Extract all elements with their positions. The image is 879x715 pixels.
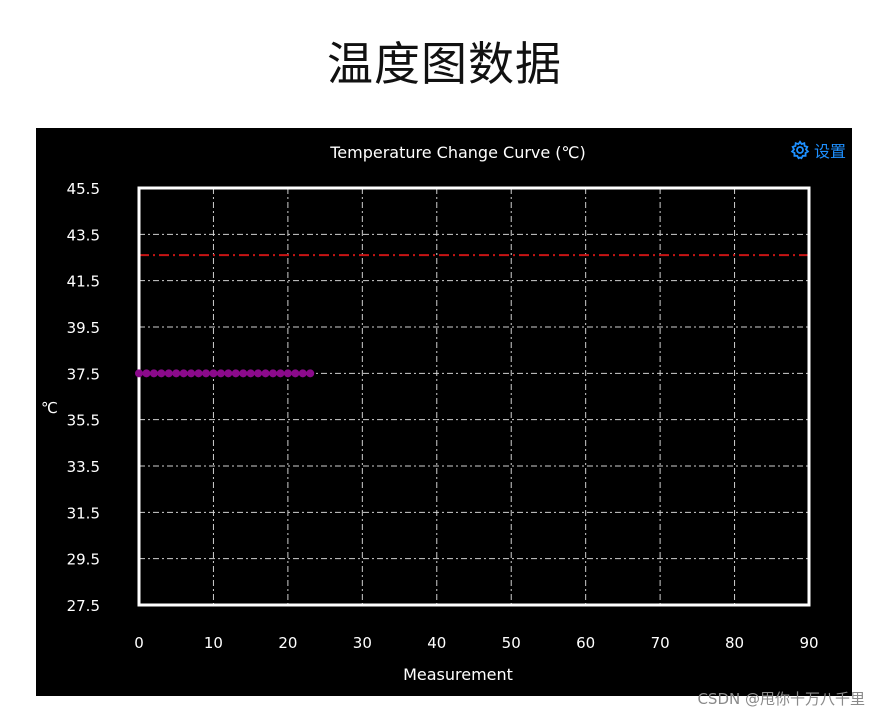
data-point-0-21 [291, 369, 300, 378]
watermark: CSDN @甩你十万八千里 [697, 690, 865, 708]
y-tick-label-9: 45.5 [67, 180, 100, 198]
data-point-0-6 [179, 369, 188, 378]
x-tick-label-4: 40 [427, 634, 446, 652]
data-point-0-0 [135, 369, 143, 378]
x-tick-label-0: 0 [134, 634, 144, 652]
y-tick-label-4: 35.5 [67, 412, 100, 430]
data-point-0-19 [276, 369, 285, 378]
data-point-0-15 [246, 369, 255, 378]
settings-label[interactable]: 设置 [813, 142, 846, 161]
data-point-0-23 [306, 369, 315, 378]
data-point-0-12 [224, 369, 233, 378]
x-tick-label-2: 20 [278, 634, 297, 652]
y-tick-label-2: 31.5 [67, 504, 100, 522]
chart-panel: Temperature Change Curve (℃) 0 10 20 30 40 50 6… [36, 128, 852, 696]
y-tick-label-7: 41.5 [67, 273, 100, 291]
data-point-0-2 [149, 369, 158, 378]
y-tick-label-8: 43.5 [67, 226, 100, 244]
data-point-0-1 [142, 369, 151, 378]
data-point-0-9 [202, 369, 210, 378]
data-point-0-10 [209, 369, 218, 378]
data-point-0-17 [261, 369, 270, 378]
plot-frame [137, 186, 811, 607]
data-point-0-7 [187, 369, 196, 378]
settings-button[interactable]: 设置 [790, 138, 846, 162]
x-tick-label-5: 50 [502, 634, 521, 652]
x-axis-label: Measurement [403, 665, 513, 684]
x-tick-label-1: 10 [204, 634, 223, 652]
chart-title: Temperature Change Curve (℃) [329, 143, 586, 162]
x-tick-label-7: 70 [651, 634, 670, 652]
data-point-0-18 [269, 369, 277, 378]
y-tick-label-5: 37.5 [67, 365, 100, 383]
y-tick-label-3: 33.5 [67, 458, 100, 476]
y-tick-label-6: 39.5 [67, 319, 100, 337]
x-tick-label-3: 30 [353, 634, 372, 652]
data-point-0-16 [254, 369, 263, 378]
y-axis-label: ℃ [41, 399, 58, 417]
y-tick-label-1: 29.5 [67, 551, 100, 569]
data-point-0-8 [194, 369, 203, 378]
data-point-0-5 [172, 369, 181, 378]
x-tick-label-9: 90 [799, 634, 818, 652]
gear-icon [790, 140, 810, 160]
page-heading: 温度图数据 [327, 37, 562, 91]
temperature-chart: Temperature Change Curve (℃) 0 10 20 30 40 50 6… [41, 143, 819, 684]
data-point-0-13 [231, 369, 240, 378]
x-tick-label-8: 80 [725, 634, 744, 652]
data-point-0-22 [298, 369, 307, 378]
data-point-0-11 [216, 369, 225, 378]
x-tick-label-6: 60 [576, 634, 595, 652]
data-point-0-20 [283, 369, 292, 378]
data-point-0-3 [157, 369, 166, 378]
data-point-0-14 [239, 369, 248, 378]
data-point-0-4 [164, 369, 173, 378]
y-tick-label-0: 27.5 [67, 597, 100, 615]
